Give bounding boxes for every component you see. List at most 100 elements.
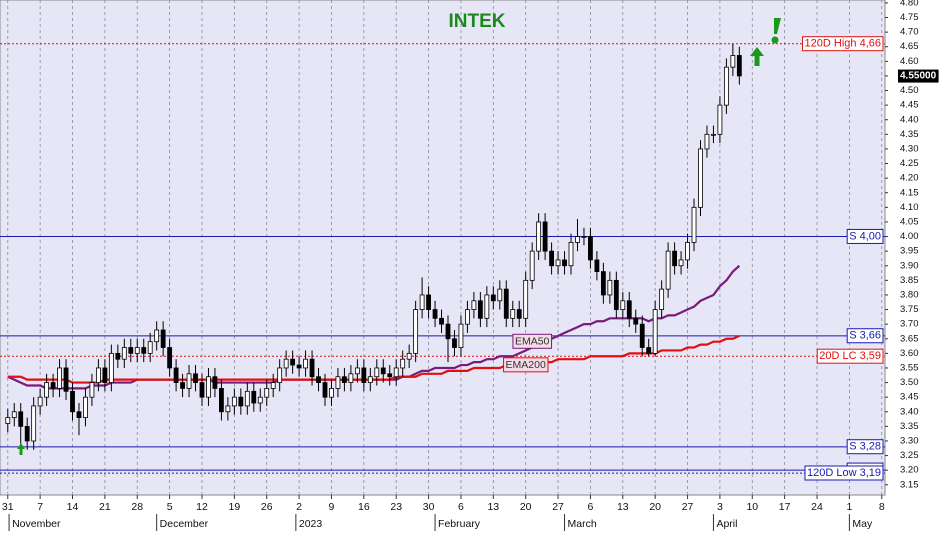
- chart-title: INTEK: [449, 11, 506, 32]
- candle-body: [698, 148, 703, 208]
- candle-body: [588, 236, 593, 261]
- candle-body: [11, 411, 17, 419]
- candle-body: [264, 388, 270, 398]
- x-tick-label: 13: [617, 501, 629, 513]
- candle-body: [251, 390, 257, 404]
- candle-body: [160, 329, 166, 348]
- candle-body: [523, 279, 529, 319]
- x-tick-label: 26: [261, 501, 273, 513]
- x-tick-label: 16: [358, 501, 370, 513]
- candle-body: [659, 288, 665, 310]
- x-tick-label: 20: [649, 501, 661, 513]
- candle-body: [445, 323, 451, 340]
- candle-body: [730, 55, 736, 68]
- level-label-box: [816, 348, 884, 364]
- candle-body: [31, 405, 37, 442]
- candle-body: [529, 250, 535, 281]
- candle-body: [70, 390, 75, 413]
- candle-body: [477, 300, 483, 319]
- candle-body: [393, 367, 399, 378]
- y-tick-label: 3.50: [900, 377, 919, 388]
- y-tick-label: 4.60: [900, 56, 919, 67]
- y-tick-label: 4.50: [900, 85, 919, 96]
- level-label: S 3,28: [849, 441, 881, 453]
- candle-body: [503, 288, 509, 319]
- candle-body: [672, 250, 678, 267]
- candle-body: [432, 309, 438, 319]
- candle-body: [678, 259, 684, 267]
- candle-body: [231, 396, 237, 407]
- x-tick-label: 6: [588, 501, 594, 513]
- level-label: 20D LC 3,59: [819, 350, 881, 362]
- candle-body: [37, 396, 43, 407]
- level-label: S 4,00: [849, 230, 881, 242]
- candle-body: [342, 376, 347, 383]
- candle-body: [212, 376, 218, 389]
- candle-body: [50, 382, 56, 389]
- candle-body: [296, 364, 302, 369]
- candle-body: [154, 329, 160, 343]
- candle-body: [193, 373, 198, 383]
- y-tick-label: 4.25: [900, 158, 919, 169]
- x-tick-label: 7: [37, 501, 43, 513]
- candle-body: [44, 382, 50, 398]
- x-tick-label: 12: [196, 501, 208, 513]
- level-label-box: [846, 328, 884, 344]
- y-tick-label: 3.40: [900, 406, 919, 417]
- y-tick-label: 3.80: [900, 289, 919, 300]
- candle-body: [5, 417, 11, 424]
- candle-body: [510, 309, 516, 319]
- x-tick-label: 24: [811, 501, 823, 513]
- level-label-box: [846, 439, 884, 455]
- y-tick-label: 3.75: [900, 304, 919, 315]
- candle-body: [270, 382, 276, 389]
- exclamation-mark: [774, 18, 781, 34]
- plot-background: [0, 0, 886, 496]
- x-tick-label: 1: [846, 501, 852, 513]
- candle-body: [238, 396, 244, 407]
- candle-body: [685, 241, 690, 261]
- y-tick-label: 4.15: [900, 187, 919, 198]
- candle-body: [620, 300, 626, 310]
- y-tick-label: 3.20: [900, 465, 919, 476]
- candle-body: [374, 367, 380, 378]
- candle-body: [439, 317, 444, 325]
- x-tick-label: 21: [99, 501, 111, 513]
- candle-body: [594, 259, 600, 272]
- candle-body: [322, 382, 328, 398]
- candle-body: [89, 382, 95, 398]
- level-label: 120D High 4,66: [805, 38, 881, 50]
- month-label: November: [12, 518, 61, 530]
- candle-body: [57, 367, 62, 389]
- candle-body: [121, 347, 127, 360]
- y-tick-label: 4.70: [900, 27, 919, 38]
- candle-body: [115, 352, 121, 360]
- candle-body: [354, 367, 360, 375]
- candle-body: [484, 294, 490, 319]
- candle-body: [147, 341, 153, 354]
- candle-body: [24, 425, 30, 442]
- level-label-box: [846, 228, 884, 244]
- candle-body: [581, 236, 587, 238]
- y-tick-label: 3.70: [900, 319, 919, 330]
- candle-body: [516, 309, 522, 319]
- candle-body: [244, 390, 250, 407]
- candle-body: [562, 259, 567, 267]
- candle-body: [173, 367, 179, 383]
- x-tick-label: 6: [458, 501, 464, 513]
- month-label: April: [716, 518, 737, 530]
- candle-body: [141, 347, 147, 354]
- y-tick-label: 4.00: [900, 231, 919, 242]
- candle-body: [691, 206, 697, 243]
- candle-body: [108, 352, 114, 383]
- x-tick-label: 30: [423, 501, 435, 513]
- y-tick-label: 3.60: [900, 348, 919, 359]
- candle-body: [186, 373, 192, 389]
- x-tick-label: 19: [229, 501, 241, 513]
- candle-body: [290, 358, 296, 366]
- y-tick-label: 4.40: [900, 114, 919, 125]
- candle-body: [329, 388, 334, 398]
- y-tick-label: 3.35: [900, 421, 919, 432]
- candle-body: [717, 104, 723, 135]
